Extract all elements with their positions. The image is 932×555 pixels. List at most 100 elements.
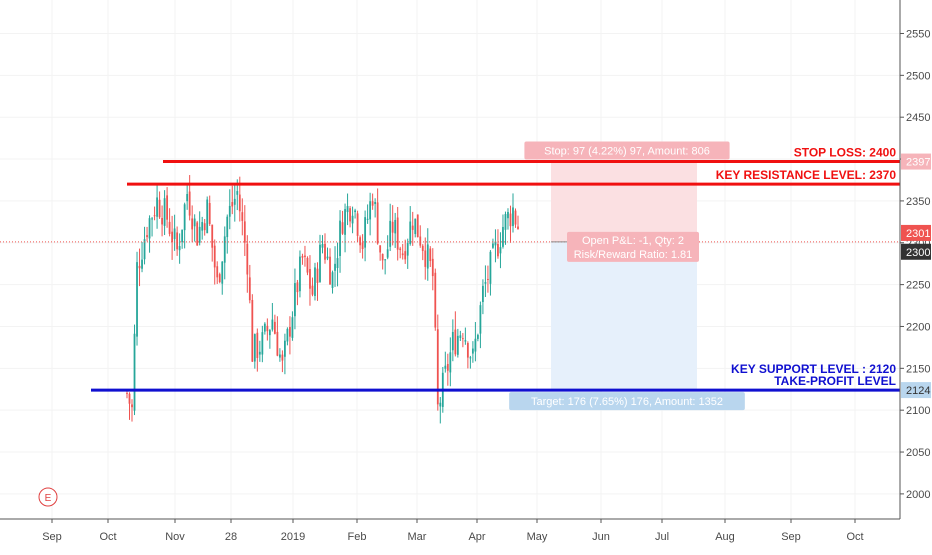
- candle: [419, 225, 422, 248]
- candle: [211, 224, 214, 262]
- candle: [489, 250, 492, 296]
- candle: [166, 187, 169, 228]
- candle: [344, 203, 346, 253]
- candle: [133, 324, 136, 416]
- candle: [451, 319, 454, 362]
- candle: [482, 279, 484, 315]
- candle: [261, 325, 264, 363]
- candle: [131, 399, 133, 422]
- candle: [201, 216, 204, 240]
- grid-layer: [0, 0, 900, 519]
- candle: [421, 244, 424, 261]
- candle: [469, 355, 472, 369]
- candle: [341, 210, 344, 235]
- horizontal-levels[interactable]: STOP LOSS: 2400 KEY RESISTANCE LEVEL: 237…: [0, 146, 900, 392]
- candle: [253, 333, 256, 369]
- earnings-marker[interactable]: E: [38, 487, 58, 507]
- candle: [431, 248, 434, 291]
- candle: [446, 353, 449, 386]
- stop-label: Stop: 97 (4.22%) 97, Amount: 806: [524, 141, 730, 160]
- candle: [476, 333, 479, 342]
- candle: [324, 233, 326, 264]
- open-pl-label: Open P&L: -1, Qty: 2 Risk/Reward Ratio: 1…: [567, 231, 699, 262]
- candle: [394, 212, 397, 248]
- y-tick-label: 2100: [906, 405, 930, 417]
- svg-text:E: E: [45, 493, 52, 504]
- y-tick-label: 2000: [906, 489, 930, 501]
- x-tick-label: Jun: [592, 531, 610, 543]
- candle: [218, 272, 221, 284]
- candle: [509, 205, 512, 243]
- candle: [461, 333, 464, 348]
- candle: [146, 226, 148, 242]
- candle: [429, 246, 432, 268]
- candle: [371, 193, 374, 210]
- candle: [369, 192, 372, 236]
- level-label-2: TAKE-PROFIT LEVEL: [774, 374, 896, 388]
- candle: [339, 210, 341, 273]
- candle: [391, 205, 394, 246]
- candle: [243, 205, 246, 256]
- candle: [271, 302, 274, 332]
- candle: [246, 235, 249, 293]
- candle: [226, 214, 229, 254]
- candle: [299, 250, 301, 298]
- svg-text:Target: 176 (7.65%) 176, Amoun: Target: 176 (7.65%) 176, Amount: 1352: [531, 396, 723, 408]
- x-tick-label: 2019: [281, 531, 305, 543]
- x-tick-label: Aug: [715, 531, 735, 543]
- candle: [191, 205, 194, 243]
- x-tick-label: Nov: [165, 531, 185, 543]
- candle: [126, 390, 128, 399]
- candle: [248, 264, 251, 304]
- candle: [263, 322, 266, 335]
- candle: [161, 205, 163, 237]
- candle: [296, 279, 299, 306]
- candle: [153, 206, 156, 221]
- candle: [464, 327, 467, 345]
- candle: [256, 328, 259, 372]
- x-axis-panel[interactable]: [0, 520, 900, 550]
- candle: [487, 265, 489, 293]
- target-zone[interactable]: [551, 241, 697, 391]
- candle: [409, 206, 412, 246]
- level-label: KEY SUPPORT LEVEL : 2120: [731, 362, 896, 376]
- candle: [502, 214, 504, 249]
- candle: [321, 235, 324, 254]
- candle: [499, 232, 502, 269]
- candle: [276, 316, 279, 357]
- y-tick-label: 2050: [906, 447, 930, 459]
- candle: [316, 262, 319, 301]
- candle: [356, 210, 359, 242]
- candlestick-series[interactable]: [126, 175, 519, 424]
- price-badge-last-price: 2301: [901, 224, 931, 241]
- candle: [289, 316, 291, 355]
- candle: [136, 251, 138, 346]
- candle: [404, 239, 407, 264]
- candle: [426, 228, 429, 281]
- candle: [514, 208, 517, 228]
- candle: [188, 175, 191, 221]
- candle: [436, 314, 439, 411]
- candle: [281, 350, 284, 373]
- candle: [198, 211, 201, 246]
- svg-text:Stop: 97 (4.22%) 97, Amount: 8: Stop: 97 (4.22%) 97, Amount: 806: [544, 146, 710, 158]
- y-tick-label: 2350: [906, 196, 930, 208]
- candle: [208, 195, 211, 226]
- price-badge-take-profit: 2124: [901, 382, 931, 399]
- candle: [294, 268, 296, 330]
- y-tick-label: 2200: [906, 321, 930, 333]
- candle: [171, 215, 174, 260]
- candle: [231, 185, 234, 215]
- candle: [178, 233, 181, 264]
- candle: [233, 184, 236, 222]
- candle: [156, 183, 158, 229]
- stop-zone[interactable]: [551, 161, 697, 242]
- x-tick-label: 28: [225, 531, 237, 543]
- y-axis-panel[interactable]: [901, 0, 932, 550]
- candle: [454, 311, 457, 357]
- level-label: STOP LOSS: 2400: [794, 146, 897, 160]
- x-tick-label: Oct: [846, 531, 863, 543]
